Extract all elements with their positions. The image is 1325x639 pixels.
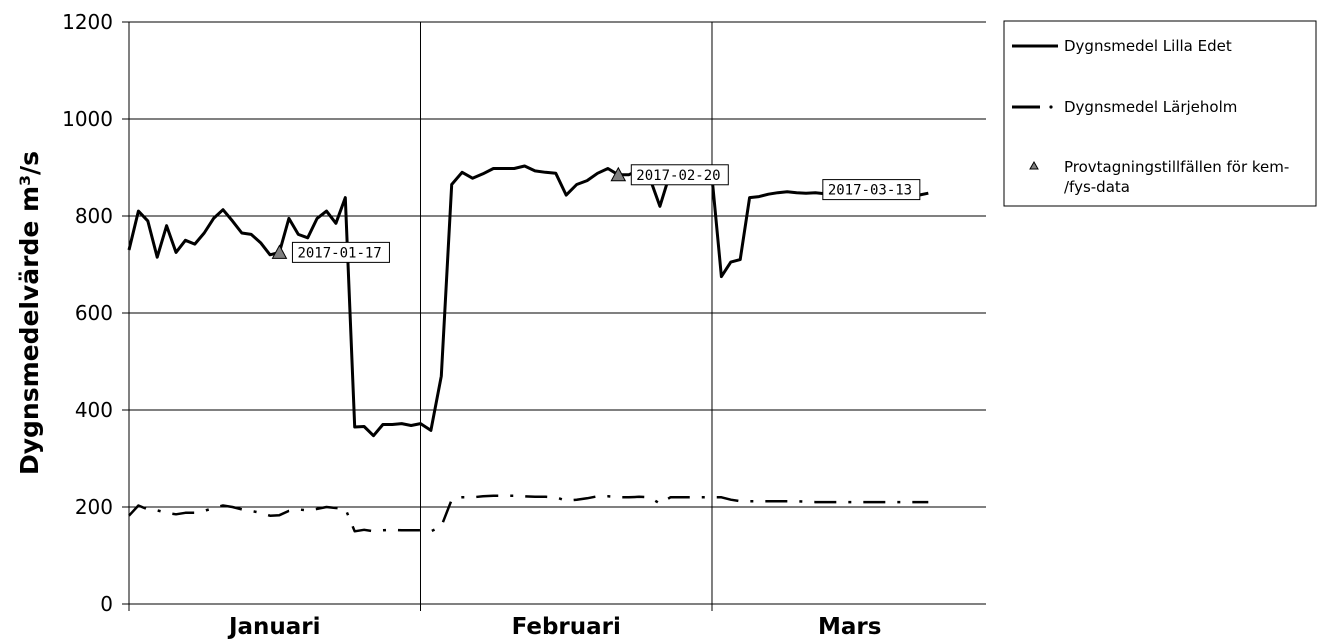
annotation-label-2017-03-13: 2017-03-13 xyxy=(828,183,912,199)
annotation-label-2017-02-20: 2017-02-20 xyxy=(636,168,720,184)
legend-entry-larjeholm: Dygnsmedel Lärjeholm xyxy=(1064,98,1237,116)
annotation-box-2017-03-13 xyxy=(822,179,921,201)
annotation-box-2017-01-17 xyxy=(291,241,390,263)
month-label-mars: Mars xyxy=(818,614,881,639)
annotation-box-2017-02-20 xyxy=(630,164,729,186)
sample-marker-2017-01-17 xyxy=(271,244,288,259)
y-tick-label-0: 0 xyxy=(100,592,113,616)
legend-swatch-larjeholm-dot xyxy=(1049,105,1053,109)
y-axis-label: Dygnsmedelvärde m³/s xyxy=(15,151,44,475)
y-tick-labels: 0 200 400 600 800 1000 1200 xyxy=(62,10,113,616)
month-label-februari: Februari xyxy=(512,614,621,639)
series-line-larjeholm xyxy=(128,494,929,533)
month-label-januari: Januari xyxy=(227,614,321,639)
y-tick-label-600: 600 xyxy=(75,301,113,325)
annotation-label-2017-01-17: 2017-01-17 xyxy=(297,245,381,261)
y-tick-label-400: 400 xyxy=(75,398,113,422)
legend: Dygnsmedel Lilla Edet Dygnsmedel Lärjeho… xyxy=(1003,20,1317,207)
y-tick-label-200: 200 xyxy=(75,495,113,519)
legend-box xyxy=(1003,20,1317,207)
y-tick-label-800: 800 xyxy=(75,204,113,228)
series-line-lilla-edet xyxy=(127,164,929,438)
legend-entry-lilla-edet: Dygnsmedel Lilla Edet xyxy=(1064,37,1232,55)
y-tick-label-1200: 1200 xyxy=(62,10,113,34)
sample-markers xyxy=(271,166,627,259)
y-tick-label-1000: 1000 xyxy=(62,107,113,131)
series xyxy=(127,164,929,533)
axes xyxy=(122,21,986,611)
legend-entry-marker-line1: Provtagningstillfällen för kem- xyxy=(1064,158,1289,176)
legend-swatch-marker xyxy=(1029,160,1039,170)
grid xyxy=(129,21,986,604)
marker-annotations: 2017-01-17 2017-02-20 2017-03-13 xyxy=(291,164,921,263)
legend-entry-marker-line2: /fys-data xyxy=(1064,178,1130,196)
sample-marker-2017-02-20 xyxy=(610,166,627,182)
month-labels: Januari Februari Mars xyxy=(227,614,882,639)
